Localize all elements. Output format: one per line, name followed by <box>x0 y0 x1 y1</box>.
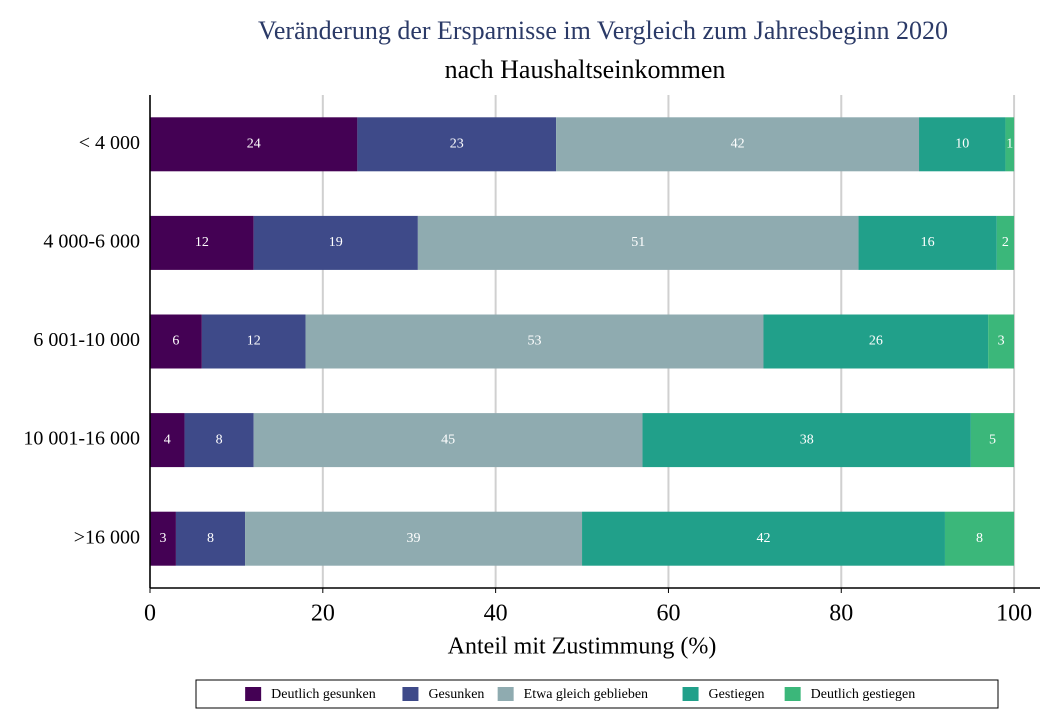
bar-segment <box>253 413 643 468</box>
legend-swatch <box>784 687 801 701</box>
data-label: 45 <box>441 432 455 447</box>
bar-segment <box>150 215 254 270</box>
data-label: 16 <box>921 235 935 250</box>
bar-segment <box>150 117 358 172</box>
bar-segment <box>245 511 583 566</box>
bar-segment <box>417 215 859 270</box>
legend-swatch <box>497 687 514 701</box>
bar-segment <box>642 413 971 468</box>
data-label: 2 <box>1002 235 1009 250</box>
y-tick-label: 4 000-6 000 <box>43 230 140 252</box>
data-label: 42 <box>731 137 745 152</box>
data-label: 3 <box>998 334 1005 349</box>
chart-subtitle: nach Haushaltseinkommen <box>445 55 726 84</box>
data-label: 8 <box>207 531 214 546</box>
x-tick-label: 40 <box>484 601 508 627</box>
bar-segment <box>556 117 920 172</box>
data-label: 12 <box>195 235 209 250</box>
x-tick-label: 60 <box>656 601 680 627</box>
data-label: 42 <box>756 531 770 546</box>
y-tick-label: 10 001-16 000 <box>23 428 140 450</box>
bar-segment <box>996 215 1015 270</box>
y-tick-label: >16 000 <box>74 526 140 548</box>
data-label: 6 <box>172 334 179 349</box>
data-label: 51 <box>631 235 645 250</box>
x-tick-label: 100 <box>996 601 1032 627</box>
data-label: 24 <box>247 137 261 152</box>
legend-box <box>195 679 999 709</box>
data-label: 53 <box>528 334 542 349</box>
bar-segment <box>201 314 306 369</box>
bar-segment <box>970 413 1015 468</box>
legend-label: Deutlich gesunken <box>271 687 376 702</box>
data-label: 23 <box>450 137 464 152</box>
data-label: 8 <box>216 432 223 447</box>
data-label: 8 <box>976 531 983 546</box>
x-tick-label: 0 <box>144 601 156 627</box>
bar-segment <box>253 215 418 270</box>
data-label: 1 <box>1006 137 1013 152</box>
bar-segment <box>858 215 997 270</box>
bar-segment <box>175 511 246 566</box>
bar-segment <box>357 117 557 172</box>
bar-segment <box>944 511 1015 566</box>
x-axis-label: Anteil mit Zustimmung (%) <box>448 634 717 660</box>
legend-label: Deutlich gestiegen <box>811 687 916 702</box>
legend-label: Etwa gleich geblieben <box>524 687 648 702</box>
bar-segment <box>988 314 1015 369</box>
bar-segment <box>582 511 945 566</box>
bar-segment <box>763 314 989 369</box>
bar-segment <box>150 511 176 566</box>
x-tick-label: 80 <box>829 601 853 627</box>
legend-label: Gestiegen <box>709 687 765 702</box>
data-label: 5 <box>989 432 996 447</box>
bar-segment <box>305 314 764 369</box>
data-label: 19 <box>329 235 343 250</box>
bar-segment <box>1005 117 1015 172</box>
y-tick-label: < 4 000 <box>79 132 140 154</box>
data-label: 4 <box>164 432 171 447</box>
bar-segment <box>184 413 254 468</box>
data-label: 39 <box>407 531 421 546</box>
legend-swatch <box>245 687 262 701</box>
data-label: 3 <box>159 531 166 546</box>
bar-segment <box>150 314 202 369</box>
legend-label: Gesunken <box>428 687 484 702</box>
data-label: 26 <box>869 334 883 349</box>
y-tick-label: 6 001-10 000 <box>33 329 140 351</box>
data-label: 38 <box>800 432 814 447</box>
bar-segment <box>150 413 185 468</box>
chart-title: Veränderung der Ersparnisse im Vergleich… <box>258 16 948 45</box>
legend-swatch <box>402 687 419 701</box>
legend-swatch <box>682 687 699 701</box>
data-label: 12 <box>247 334 261 349</box>
x-tick-label: 20 <box>311 601 335 627</box>
bar-segment <box>919 117 1006 172</box>
data-label: 10 <box>955 137 969 152</box>
